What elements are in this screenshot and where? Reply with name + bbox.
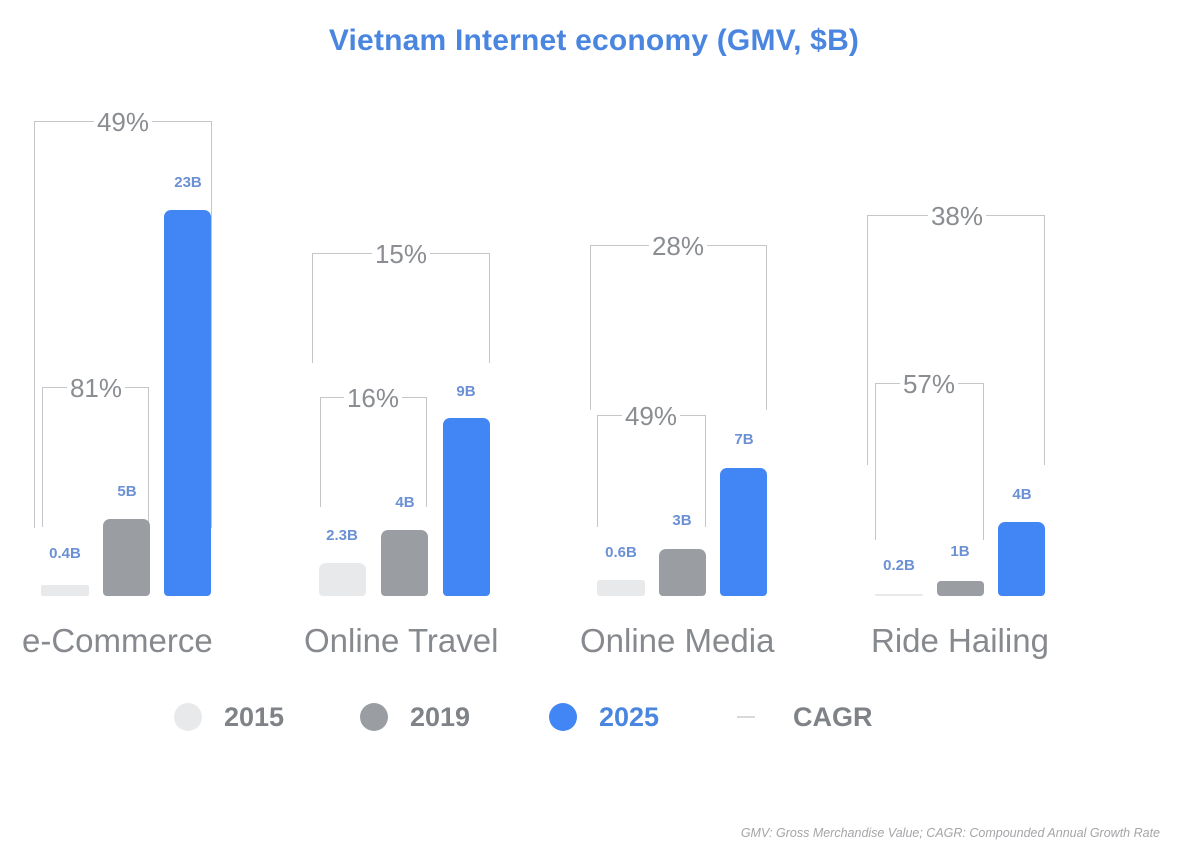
cagr-label-2015-2025: 28% [648, 233, 708, 259]
legend-label: 2019 [410, 701, 471, 732]
legend-label: 2025 [599, 701, 660, 732]
legend-dot-icon [360, 703, 388, 731]
value-label-2019: 1B [950, 543, 970, 560]
cagr-label-2015-2019: 57% [899, 371, 959, 397]
legend-line-icon [737, 716, 755, 718]
bar-2015 [597, 580, 645, 596]
value-label-2015: 2.3B [326, 527, 358, 544]
bar-2025 [443, 418, 490, 596]
value-label-2025: 9B [456, 383, 476, 400]
legend-item-2019: 2019 [360, 697, 470, 737]
legend-label: CAGR [793, 701, 873, 732]
value-label-2015: 0.6B [605, 544, 637, 561]
bar-2019 [103, 519, 150, 596]
bar-2015 [319, 563, 366, 596]
cagr-label-2015-2019: 49% [621, 403, 681, 429]
cagr-label-2015-2019: 81% [66, 375, 126, 401]
value-label-2025: 23B [174, 174, 202, 191]
category-label: e-Commerce [22, 622, 213, 659]
category-label: Ride Hailing [871, 622, 1049, 659]
cagr-bracket-2015-2019 [597, 415, 706, 527]
bar-2019 [937, 581, 984, 596]
chart-title: Vietnam Internet economy (GMV, $B) [328, 24, 860, 57]
value-label-2019: 5B [117, 483, 137, 500]
bar-2025 [998, 522, 1045, 596]
cagr-label-2015-2025: 38% [927, 203, 987, 229]
bar-2025 [164, 210, 211, 596]
cagr-label-2015-2025: 15% [371, 241, 431, 267]
legend-item-cagr: CAGR [737, 697, 873, 737]
legend-dot-icon [174, 703, 202, 731]
cagr-bracket-2015-2019 [320, 397, 427, 507]
legend-dot-icon [549, 703, 577, 731]
value-label-2019: 3B [672, 512, 692, 529]
value-label-2025: 7B [734, 431, 754, 448]
bar-2019 [659, 549, 706, 596]
footnote: GMV: Gross Merchandise Value; CAGR: Comp… [740, 826, 1160, 840]
cagr-label-2015-2019: 16% [343, 385, 403, 411]
legend-item-2025: 2025 [549, 697, 659, 737]
bar-2015 [875, 594, 923, 596]
legend: 2015 2019 2025 CAGR [0, 697, 1188, 737]
category-label: Online Travel [304, 622, 499, 659]
legend-label: 2015 [224, 701, 285, 732]
legend-item-2015: 2015 [174, 697, 284, 737]
category-label: Online Media [580, 622, 775, 659]
cagr-bracket-2015-2025 [590, 245, 767, 410]
bar-2025 [720, 468, 767, 596]
bar-2019 [381, 530, 428, 596]
value-label-2015: 0.2B [883, 557, 915, 574]
value-label-2025: 4B [1012, 486, 1032, 503]
value-label-2019: 4B [395, 494, 415, 511]
cagr-label-2015-2025: 49% [93, 109, 153, 135]
bar-2015 [41, 585, 89, 596]
cagr-bracket-2015-2019 [42, 387, 149, 527]
cagr-bracket-2015-2025 [312, 253, 490, 363]
cagr-bracket-2015-2019 [875, 383, 984, 540]
value-label-2015: 0.4B [49, 545, 81, 562]
